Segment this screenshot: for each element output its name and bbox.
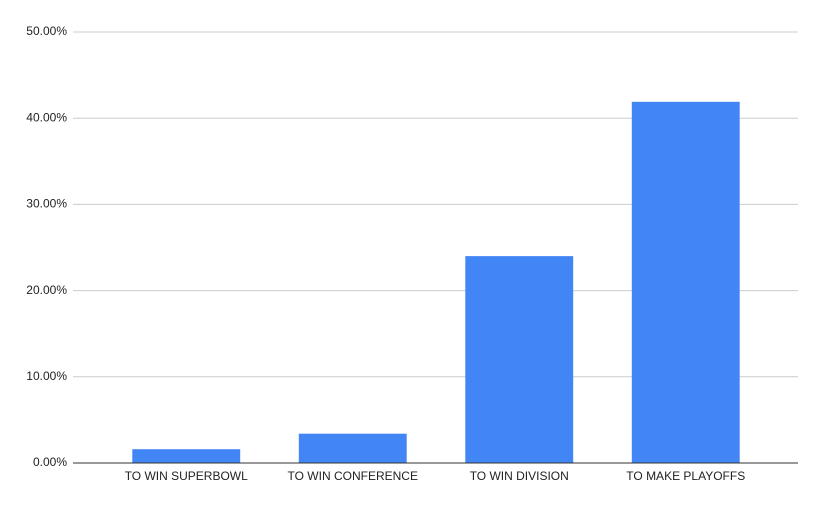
bar: [631, 101, 740, 464]
x-tick-label: TO WIN DIVISION: [470, 469, 569, 483]
bar: [465, 256, 574, 463]
y-tick-label: 10.00%: [26, 369, 67, 383]
y-tick-label: 0.00%: [33, 455, 67, 469]
y-tick-label: 20.00%: [26, 283, 67, 297]
y-tick-label: 40.00%: [26, 110, 67, 124]
x-tick-label: TO MAKE PLAYOFFS: [626, 469, 745, 483]
bar: [298, 433, 407, 463]
x-tick-label: TO WIN CONFERENCE: [288, 469, 418, 483]
y-tick-label: 50.00%: [26, 24, 67, 38]
y-tick-label: 30.00%: [26, 197, 67, 211]
bar: [132, 449, 241, 463]
x-tick-label: TO WIN SUPERBOWL: [125, 469, 248, 483]
